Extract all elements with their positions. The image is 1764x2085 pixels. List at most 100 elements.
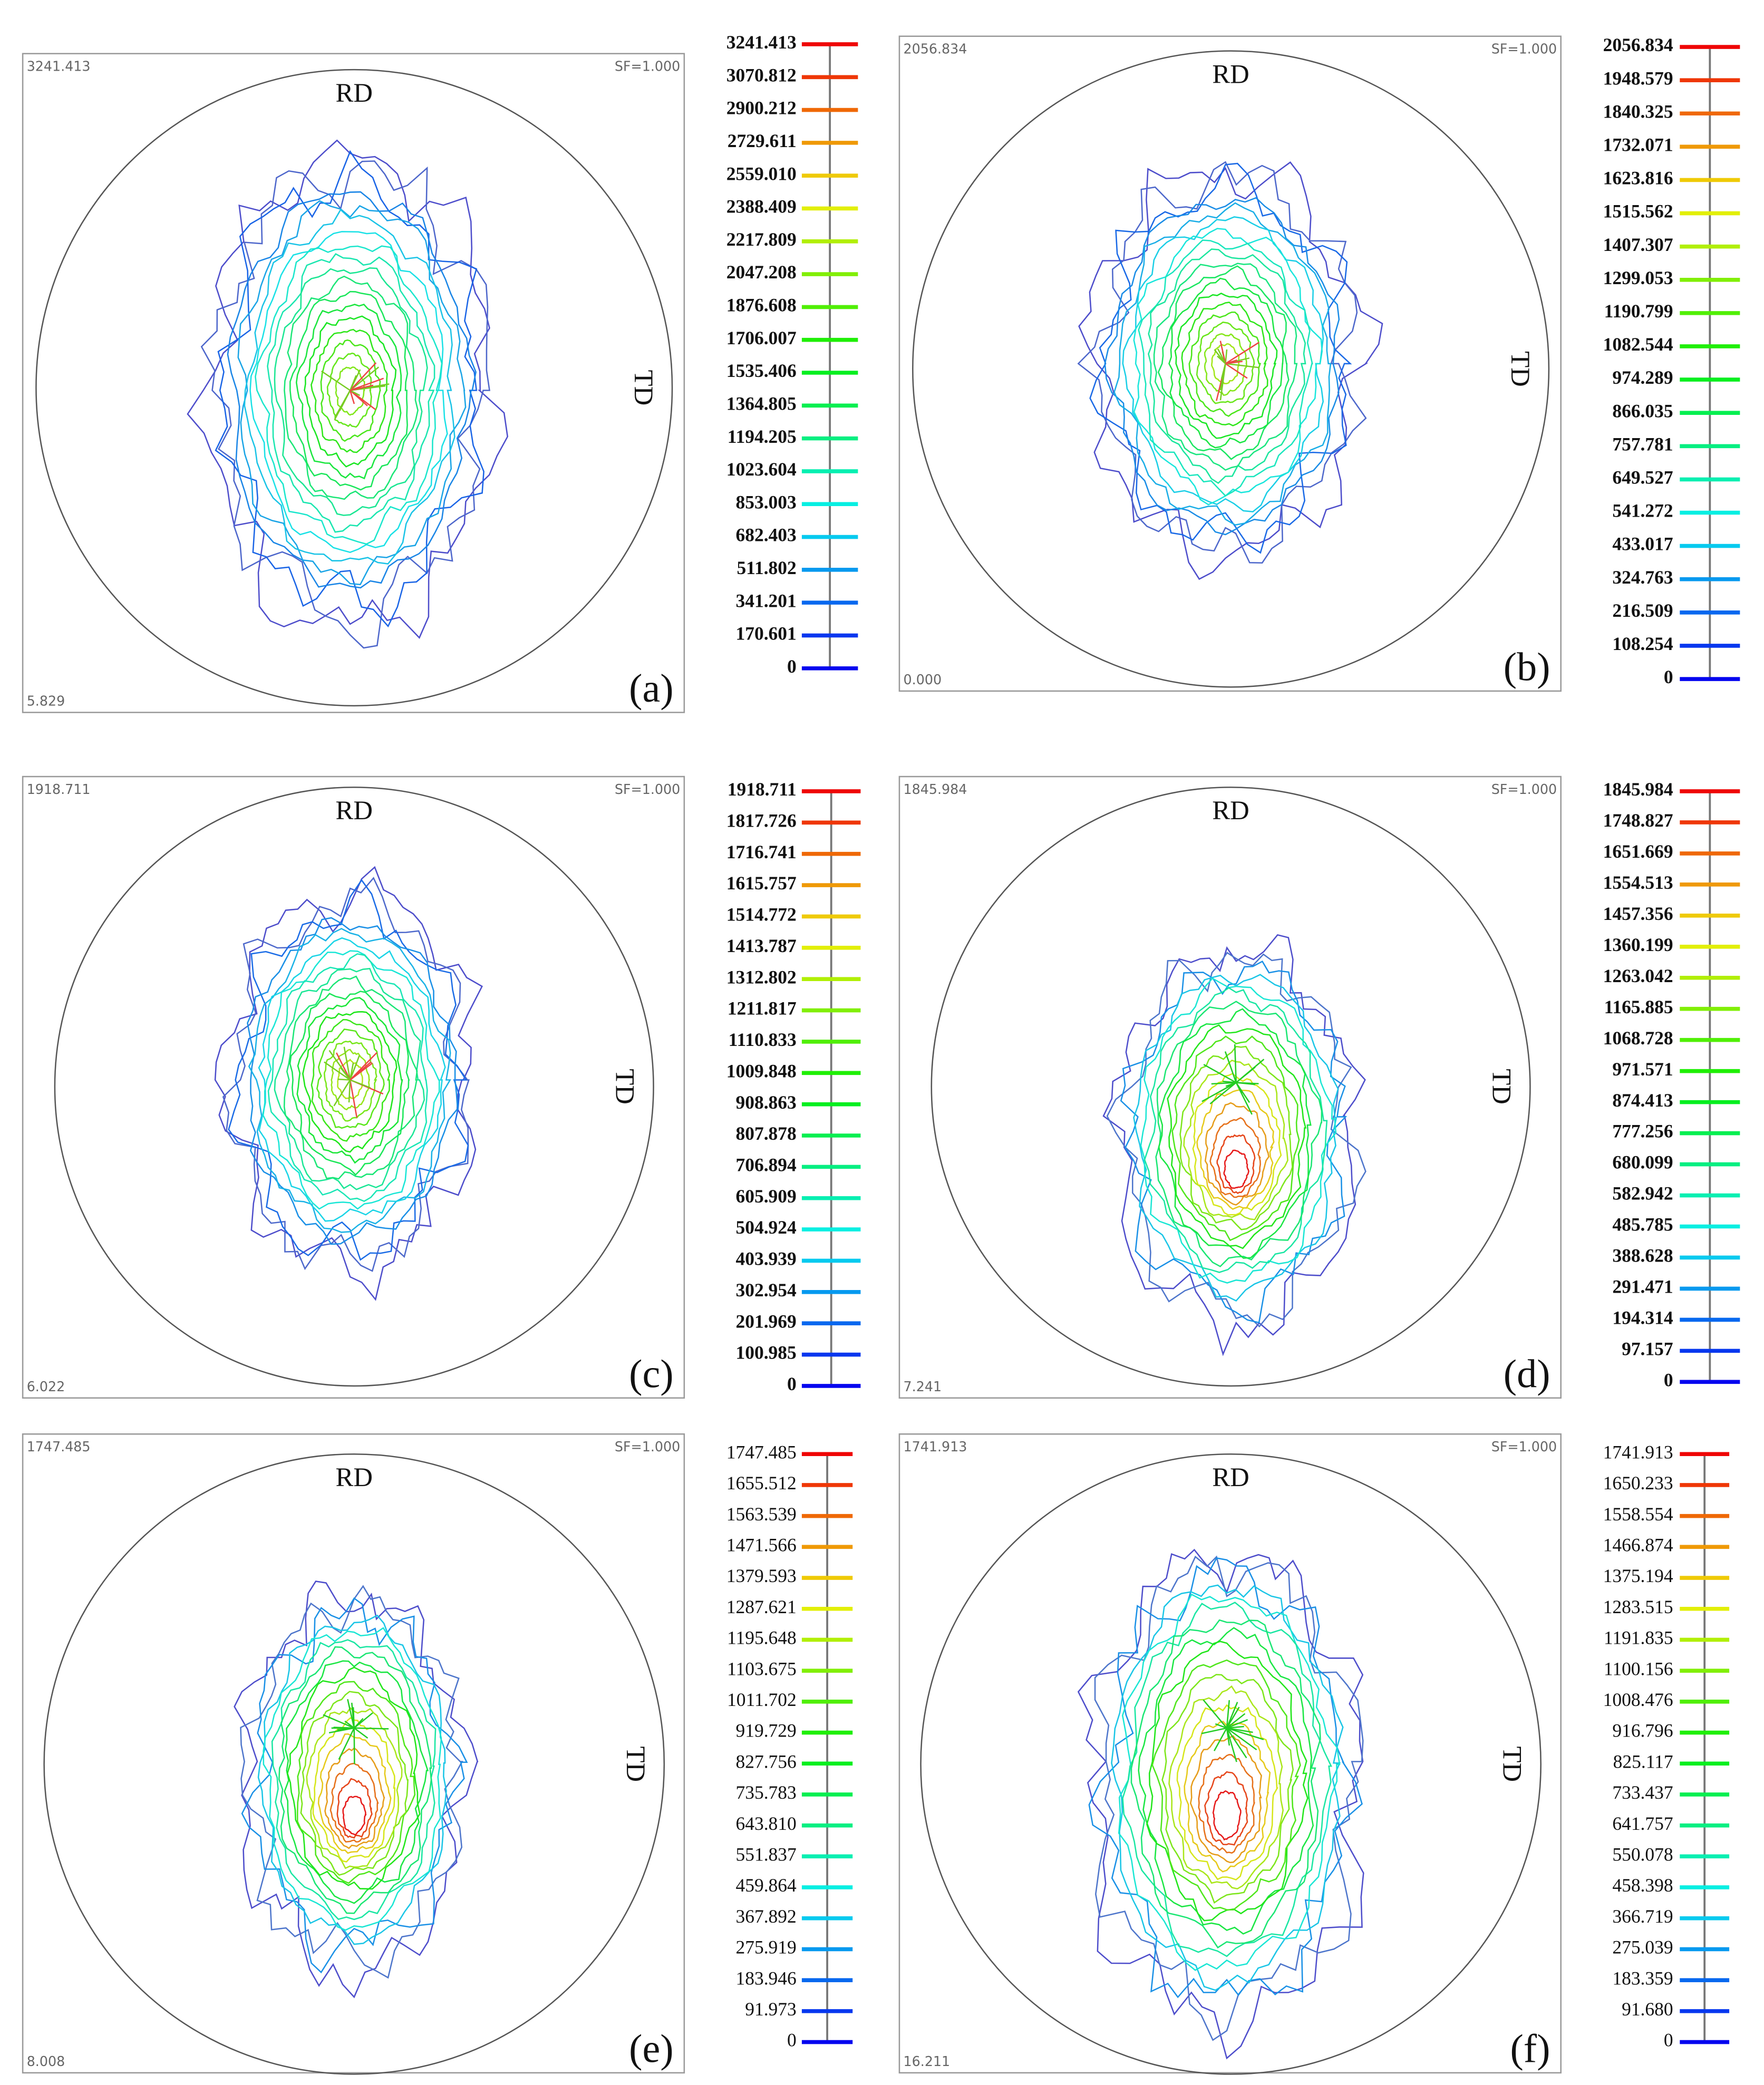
contour	[267, 953, 428, 1202]
legend-value: 201.969	[735, 1311, 796, 1332]
legend-value: 108.254	[1612, 633, 1673, 654]
legend-value: 1840.325	[1603, 101, 1673, 122]
legend-value: 1287.621	[726, 1596, 797, 1617]
density-ray	[1226, 1706, 1240, 1729]
contour	[267, 253, 435, 533]
legend-value: 3070.812	[726, 64, 797, 85]
max-value: 1845.984	[904, 781, 967, 797]
td-label: TD	[629, 370, 658, 406]
contour	[311, 328, 388, 453]
legend-value: 1655.512	[726, 1472, 797, 1494]
td-label: TD	[610, 1069, 640, 1104]
legend-value: 1011.702	[727, 1689, 797, 1710]
legend-value: 302.954	[735, 1279, 797, 1301]
density-ray	[335, 390, 351, 417]
contour	[1102, 934, 1366, 1356]
contour	[1077, 161, 1367, 564]
legend-value: 706.894	[735, 1155, 797, 1176]
contour	[1181, 302, 1268, 426]
density-ray	[350, 390, 361, 396]
density-ray	[343, 1046, 351, 1080]
pole-figure-panel: 1918.711 SF=1.000 6.022 RD TD (c) 1918.711 1817…	[22, 775, 861, 1399]
density-ray	[347, 1699, 355, 1729]
pole-figure-panel: 1741.913 SF=1.000 16.211 RD TD (f) 1741.913 165…	[898, 1433, 1730, 2075]
contour	[271, 1639, 437, 1921]
legend-value: 1379.593	[726, 1565, 797, 1586]
legend-value: 971.571	[1612, 1059, 1673, 1080]
max-value: 1747.485	[27, 1439, 91, 1454]
density-ray	[354, 1727, 389, 1730]
legend-value: 643.810	[735, 1813, 796, 1834]
max-value: 1741.913	[904, 1439, 967, 1454]
density-ray	[1225, 349, 1228, 364]
contour	[1089, 162, 1352, 554]
density-ray	[1209, 1082, 1237, 1104]
legend-value: 100.985	[735, 1342, 796, 1363]
density-ray	[1235, 1082, 1243, 1093]
legend-value: 1009.848	[726, 1060, 797, 1081]
legend-value: 1615.757	[726, 872, 797, 894]
legend-value: 1515.562	[1603, 201, 1673, 222]
legend-value: 874.413	[1612, 1090, 1673, 1111]
density-ray	[348, 1080, 351, 1103]
legend-value: 341.201	[735, 590, 796, 611]
density-ray	[350, 366, 380, 391]
density-ray	[1219, 363, 1226, 391]
legend-value: 1165.885	[1604, 996, 1673, 1017]
legend-value: 1082.544	[1603, 334, 1673, 355]
density-ray	[1214, 1728, 1228, 1751]
legend-value: 827.756	[735, 1751, 796, 1772]
legend-value: 0	[1664, 1369, 1673, 1390]
contour	[1157, 265, 1290, 460]
density-ray	[1215, 1723, 1227, 1729]
contour	[248, 928, 451, 1233]
legend-value: 1650.233	[1603, 1472, 1673, 1494]
contour	[228, 879, 469, 1261]
scale-factor: SF=1.000	[1491, 41, 1557, 57]
legend-value: 582.942	[1612, 1183, 1673, 1204]
legend-value: 459.864	[735, 1875, 797, 1896]
legend-value: 170.601	[735, 623, 796, 644]
legend-value: 550.078	[1612, 1844, 1673, 1865]
contour	[1171, 1035, 1300, 1242]
scale-factor: SF=1.000	[615, 1439, 680, 1454]
contour	[1168, 1685, 1284, 1890]
density-ray	[321, 370, 351, 391]
legend-value: 1623.816	[1603, 168, 1673, 189]
max-value: 1918.711	[27, 781, 91, 797]
legend-value: 91.973	[745, 1999, 797, 2020]
panel-label: (c)	[629, 1352, 673, 1396]
contour	[304, 315, 397, 468]
contour	[331, 1049, 370, 1111]
legend-value: 641.757	[1612, 1813, 1673, 1834]
legend-value: 1554.513	[1603, 872, 1673, 893]
contour	[1174, 293, 1278, 439]
contour	[1168, 277, 1284, 449]
legend-value: 1748.827	[1603, 810, 1673, 831]
contour	[1216, 1134, 1256, 1194]
density-ray	[1236, 1082, 1255, 1085]
density-ray	[338, 1728, 355, 1760]
contour	[258, 937, 446, 1222]
density-ray	[350, 390, 368, 406]
legend-value: 1466.874	[1603, 1534, 1673, 1555]
panel-label: (e)	[629, 2027, 673, 2071]
pole-figure-panel: 1747.485 SF=1.000 8.008 RD TD (e) 1747.485 1655…	[22, 1433, 853, 2075]
density-ray	[344, 1720, 355, 1729]
density-ray	[324, 1061, 351, 1081]
density-ray	[1226, 1719, 1248, 1729]
density-ray	[1219, 341, 1226, 364]
contour	[317, 1733, 392, 1854]
density-ray	[350, 1079, 371, 1089]
contour	[1167, 1024, 1307, 1249]
contour	[222, 877, 470, 1272]
legend-value: 1514.772	[726, 904, 797, 925]
legend-value: 916.796	[1612, 1720, 1673, 1741]
contour	[1204, 1102, 1269, 1206]
contour	[1143, 987, 1328, 1273]
legend-value: 1211.817	[728, 998, 797, 1019]
legend-value: 504.924	[735, 1217, 797, 1238]
density-ray	[1223, 1081, 1236, 1083]
contour	[1130, 1619, 1321, 1949]
legend-value: 1471.566	[726, 1534, 797, 1555]
